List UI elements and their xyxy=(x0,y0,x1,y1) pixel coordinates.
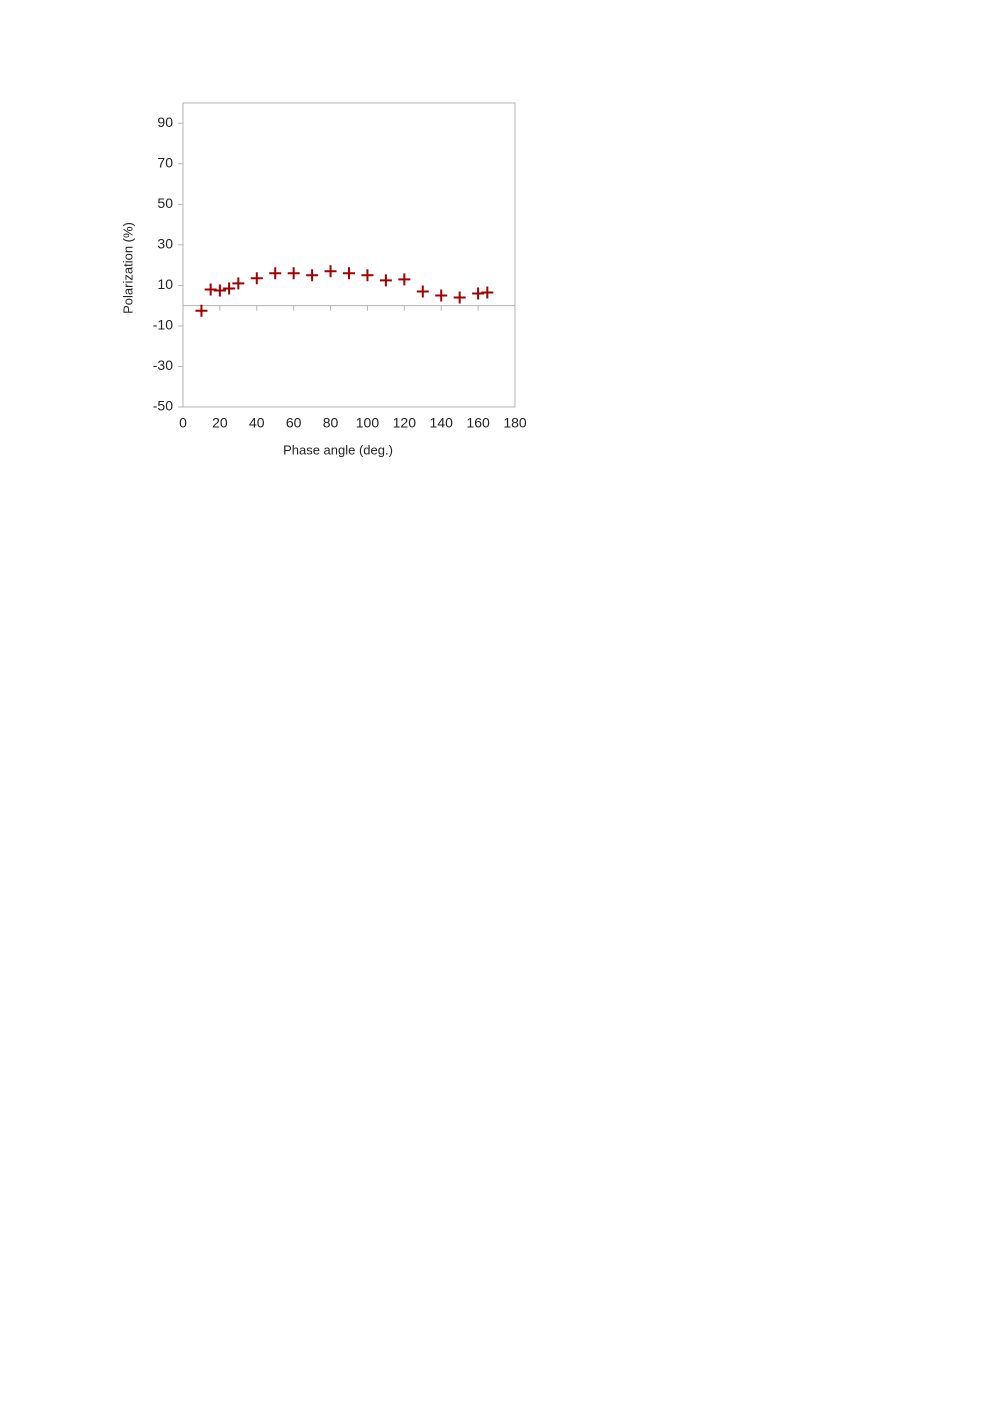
data-point xyxy=(287,267,300,280)
x-tick-label: 20 xyxy=(212,415,228,431)
y-tick-label: 90 xyxy=(157,114,173,130)
x-tick-label: 60 xyxy=(286,415,302,431)
y-tick-label: 70 xyxy=(157,155,173,171)
data-point xyxy=(223,282,236,295)
data-point xyxy=(343,267,355,280)
data-point xyxy=(472,287,485,300)
data-point xyxy=(213,284,226,297)
data-point xyxy=(453,291,466,304)
data-point xyxy=(481,286,494,299)
y-tick-label: 30 xyxy=(157,236,173,252)
x-tick-label: 160 xyxy=(466,415,490,431)
x-tick-label: 120 xyxy=(393,415,417,431)
x-tick-label: 0 xyxy=(179,415,187,431)
plot-frame xyxy=(182,102,516,408)
data-point xyxy=(324,265,337,278)
data-point xyxy=(379,274,392,287)
data-point xyxy=(306,269,319,282)
x-tick-label: 40 xyxy=(249,415,265,431)
y-axis-label: Polarization (%) xyxy=(120,222,135,314)
data-point xyxy=(416,285,429,298)
x-tick-label: 180 xyxy=(503,415,527,431)
y-tick-label: -30 xyxy=(153,357,173,373)
y-tick-label: -50 xyxy=(153,398,173,414)
x-tick-label: 80 xyxy=(323,415,339,431)
x-tick-label: 140 xyxy=(430,415,454,431)
data-point xyxy=(195,304,208,317)
data-point xyxy=(435,289,448,302)
data-point xyxy=(361,269,374,282)
y-tick-label: 50 xyxy=(157,195,173,211)
x-tick-label: 100 xyxy=(356,415,380,431)
y-tick-label: -10 xyxy=(153,317,173,333)
data-point xyxy=(398,273,411,286)
x-axis-label: Phase angle (deg.) xyxy=(283,442,393,457)
data-point xyxy=(269,267,282,280)
data-point xyxy=(204,283,217,296)
data-point xyxy=(232,277,245,290)
y-tick-label: 10 xyxy=(157,276,173,292)
data-point xyxy=(250,272,263,285)
